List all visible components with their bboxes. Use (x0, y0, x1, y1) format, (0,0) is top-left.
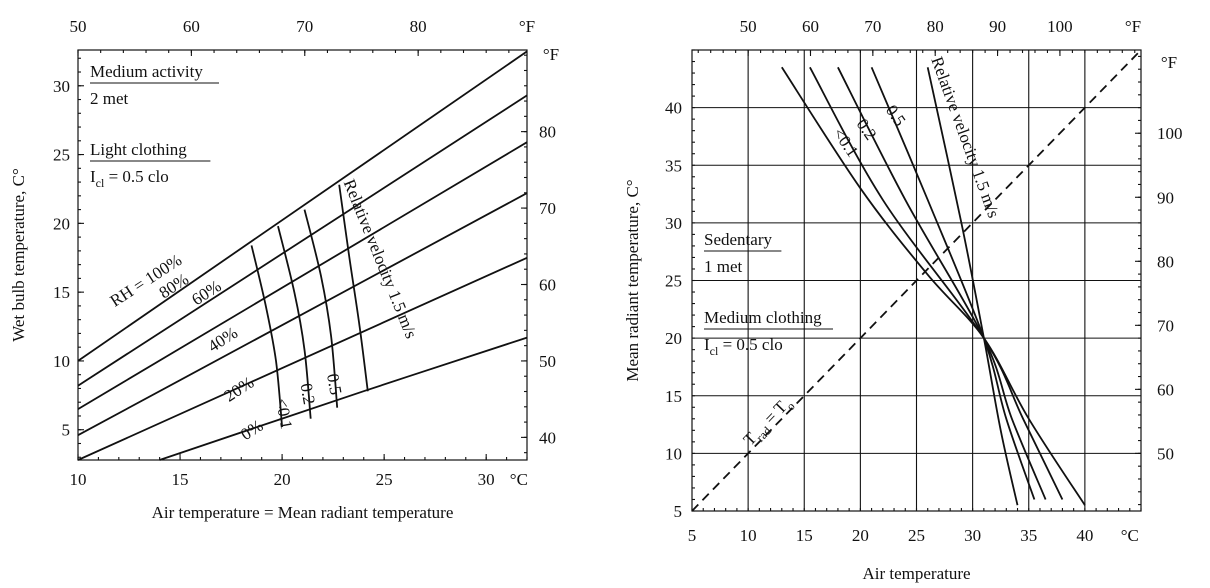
left-right-tick-label-3: 70 (539, 199, 556, 218)
left-rh-line-5 (159, 336, 528, 461)
left-right-tick-label-2: 60 (539, 276, 556, 295)
left-x-tick-label-4: 30 (478, 470, 495, 489)
right-x-tick-label-7: 40 (1076, 526, 1093, 545)
left-top-tick-label-1: 60 (183, 17, 200, 36)
right-top-tick-label-0: 50 (740, 17, 757, 36)
left-y-tick-label-2: 15 (53, 283, 70, 302)
left-top-tick-label-0: 50 (70, 17, 87, 36)
right-velocity-label-1: 0.2 (853, 115, 881, 143)
right-right-tick-label-0: 50 (1157, 444, 1174, 463)
right-x-tick-label-2: 15 (796, 526, 813, 545)
right-velocity-line-1 (809, 66, 1064, 500)
right-x-tick-label-1: 10 (740, 526, 757, 545)
left-note-0-value: 2 met (90, 89, 129, 108)
right-right-tick-label-4: 90 (1157, 188, 1174, 207)
right-diagonal-line (691, 49, 1142, 512)
right-y-tick-label-7: 40 (665, 99, 682, 118)
right-x-tick-label-0: 5 (688, 526, 697, 545)
right-top-tick-label-1: 60 (802, 17, 819, 36)
right-velocity-label-2: 0.5 (882, 101, 910, 129)
left-top-tick-label-2: 70 (296, 17, 313, 36)
left-note-0-title: Medium activity (90, 62, 203, 81)
left-rh-line-1 (77, 94, 528, 387)
left-velocity-label-0: <0.1 (272, 397, 296, 431)
left-top-tick-label-3: 80 (410, 17, 427, 36)
left-velocity-line-2 (303, 209, 339, 408)
right-velocity-line-0 (781, 66, 1086, 506)
left-rh-label-5: 0% (237, 416, 266, 444)
left-rh-label-4: 20% (221, 373, 257, 406)
left-x-tick-label-1: 15 (172, 470, 189, 489)
left-rh-line-0 (77, 50, 528, 362)
left-x-tick-label-3: 25 (376, 470, 393, 489)
right-x-tick-label-3: 20 (852, 526, 869, 545)
right-y-axis-title: Mean radiant temperature, C° (623, 179, 642, 381)
left-note-1-value: Icl = 0.5 clo (90, 167, 169, 190)
right-note-0-value: 1 met (704, 257, 743, 276)
left-x-tick-label-2: 20 (274, 470, 291, 489)
right-velocity-line-2 (837, 66, 1047, 500)
right-x-unit: °C (1121, 526, 1139, 545)
left-velocity-label-2: 0.5 (323, 372, 345, 396)
right-right-tick-label-5: 100 (1157, 124, 1183, 143)
right-right-unit: °F (1161, 53, 1177, 72)
right-right-tick-label-3: 80 (1157, 252, 1174, 271)
left-x-axis-title: Air temperature = Mean radiant temperatu… (152, 503, 454, 522)
right-top-tick-label-5: 100 (1047, 17, 1073, 36)
left-x-tick-label-0: 10 (70, 470, 87, 489)
right-note-1-title: Medium clothing (704, 308, 822, 327)
right-right-tick-label-1: 60 (1157, 380, 1174, 399)
left-y-tick-label-1: 10 (53, 352, 70, 371)
left-top-unit: °F (519, 17, 535, 36)
left-rh-line-2 (77, 141, 528, 410)
right-velocity-line-3 (870, 66, 1036, 500)
right-y-tick-label-2: 15 (665, 387, 682, 406)
right-y-tick-label-5: 30 (665, 214, 682, 233)
left-rh-line-3 (77, 192, 528, 436)
right-x-tick-label-4: 25 (908, 526, 925, 545)
right-y-tick-label-4: 25 (665, 272, 682, 291)
left-right-unit: °F (543, 45, 559, 64)
right-note-0-title: Sedentary (704, 230, 772, 249)
right-y-tick-label-0: 5 (674, 502, 683, 521)
left-y-axis-title: Wet bulb temperature, C° (9, 168, 28, 342)
left-rh-line-4 (77, 256, 528, 461)
left-y-tick-label-4: 25 (53, 146, 70, 165)
right-y-tick-label-3: 20 (665, 329, 682, 348)
left-x-unit: °C (510, 470, 528, 489)
left-right-tick-label-0: 40 (539, 428, 556, 447)
right-right-tick-label-2: 70 (1157, 316, 1174, 335)
left-velocity-label-1: 0.2 (297, 382, 319, 406)
right-x-tick-label-5: 30 (964, 526, 981, 545)
left-velocity-line-3 (338, 184, 369, 392)
right-velocity-line-4 (926, 67, 1019, 506)
right-top-tick-label-4: 90 (989, 17, 1006, 36)
right-top-tick-label-3: 80 (927, 17, 944, 36)
left-note-1-title: Light clothing (90, 140, 187, 159)
left-velocity-label-3: Relative velocity 1.5 m/s (340, 176, 421, 341)
left-y-tick-label-0: 5 (62, 421, 71, 440)
left-y-tick-label-5: 30 (53, 77, 70, 96)
right-top-tick-label-2: 70 (864, 17, 881, 36)
left-right-tick-label-1: 50 (539, 352, 556, 371)
left-velocity-line-0 (250, 245, 283, 428)
right-y-tick-label-6: 35 (665, 156, 682, 175)
left-velocity-line-1 (277, 225, 312, 419)
right-x-tick-label-6: 35 (1020, 526, 1037, 545)
right-top-unit: °F (1125, 17, 1141, 36)
right-velocity-label-4: Relative velocity 1.5 m/s (927, 54, 1003, 220)
left-y-tick-label-3: 20 (53, 214, 70, 233)
right-x-axis-title: Air temperature (862, 564, 970, 583)
right-y-tick-label-1: 10 (665, 444, 682, 463)
right-note-1-value: Icl = 0.5 clo (704, 335, 783, 358)
left-right-tick-label-4: 80 (539, 123, 556, 142)
